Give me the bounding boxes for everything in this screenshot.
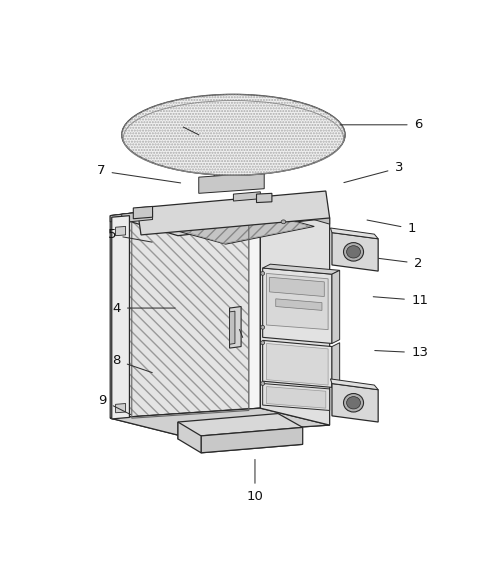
- Polygon shape: [201, 427, 302, 453]
- Polygon shape: [331, 343, 339, 387]
- Text: 9: 9: [98, 394, 131, 414]
- Text: 3: 3: [343, 161, 402, 183]
- Polygon shape: [260, 198, 329, 224]
- Text: 11: 11: [373, 294, 427, 307]
- Text: 4: 4: [112, 302, 175, 314]
- Polygon shape: [275, 299, 321, 310]
- Polygon shape: [115, 403, 125, 413]
- Polygon shape: [330, 228, 377, 239]
- Polygon shape: [122, 206, 248, 417]
- Polygon shape: [122, 211, 152, 223]
- Polygon shape: [110, 198, 260, 418]
- Polygon shape: [110, 198, 260, 222]
- Polygon shape: [262, 384, 329, 410]
- Text: 10: 10: [246, 460, 263, 503]
- Text: 13: 13: [374, 346, 427, 359]
- Polygon shape: [331, 232, 377, 271]
- Polygon shape: [110, 408, 329, 435]
- Polygon shape: [262, 264, 339, 274]
- Polygon shape: [266, 273, 328, 329]
- Ellipse shape: [346, 246, 360, 258]
- Ellipse shape: [260, 272, 264, 275]
- Polygon shape: [214, 168, 248, 186]
- Polygon shape: [137, 191, 329, 235]
- Polygon shape: [198, 173, 264, 193]
- Polygon shape: [171, 212, 314, 244]
- Polygon shape: [229, 311, 234, 344]
- Polygon shape: [122, 206, 248, 417]
- Ellipse shape: [260, 341, 264, 344]
- Polygon shape: [110, 408, 329, 435]
- Text: 8: 8: [112, 354, 152, 373]
- Polygon shape: [331, 271, 339, 343]
- Polygon shape: [178, 413, 302, 453]
- Ellipse shape: [260, 325, 264, 329]
- Text: 1: 1: [366, 220, 415, 235]
- Polygon shape: [233, 192, 260, 201]
- Polygon shape: [256, 193, 272, 202]
- Polygon shape: [330, 379, 377, 390]
- Ellipse shape: [343, 394, 363, 412]
- Polygon shape: [260, 198, 329, 425]
- Ellipse shape: [281, 220, 285, 224]
- Polygon shape: [269, 277, 324, 297]
- Text: 7: 7: [97, 165, 180, 183]
- Ellipse shape: [346, 397, 360, 409]
- Polygon shape: [266, 343, 328, 385]
- Polygon shape: [133, 206, 152, 218]
- Ellipse shape: [122, 94, 344, 175]
- Polygon shape: [112, 216, 129, 419]
- Text: 2: 2: [378, 257, 422, 270]
- Text: 5: 5: [107, 228, 152, 242]
- Polygon shape: [110, 198, 329, 236]
- Polygon shape: [331, 384, 377, 422]
- Polygon shape: [115, 227, 125, 236]
- Polygon shape: [262, 340, 331, 387]
- Polygon shape: [178, 422, 201, 453]
- Polygon shape: [229, 306, 240, 348]
- Polygon shape: [266, 387, 325, 408]
- Ellipse shape: [260, 381, 264, 386]
- Polygon shape: [262, 268, 331, 343]
- Text: 6: 6: [340, 118, 421, 131]
- Polygon shape: [175, 212, 310, 243]
- Ellipse shape: [343, 243, 363, 261]
